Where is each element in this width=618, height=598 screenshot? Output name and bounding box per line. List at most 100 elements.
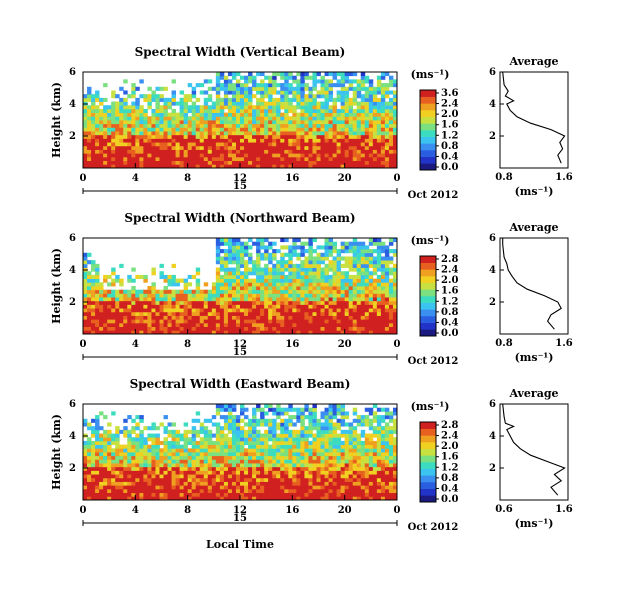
heatmap-cell	[127, 279, 131, 283]
heatmap-cell	[373, 113, 377, 117]
heatmap-cell	[312, 290, 316, 294]
heatmap-cell	[184, 297, 188, 301]
heatmap-cell	[288, 157, 292, 161]
heatmap-cell	[296, 308, 300, 312]
heatmap-cell	[325, 275, 329, 279]
heatmap-cell	[159, 264, 163, 268]
heatmap-cell	[127, 150, 131, 154]
heatmap-cell	[244, 304, 248, 308]
heatmap-cell	[164, 437, 168, 441]
heatmap-cell	[216, 308, 220, 312]
heatmap-cell	[276, 312, 280, 316]
heatmap-cell	[260, 98, 264, 102]
heatmap-cell	[115, 493, 119, 497]
heatmap-cell	[208, 463, 212, 467]
heatmap-cell	[252, 146, 256, 150]
heatmap-cell	[103, 120, 107, 124]
heatmap-cell	[200, 297, 204, 301]
heatmap-cell	[284, 87, 288, 91]
heatmap-cell	[353, 87, 357, 91]
heatmap-cell	[300, 452, 304, 456]
heatmap-cell	[377, 238, 381, 242]
heatmap-cell	[321, 124, 325, 128]
heatmap-cell	[361, 87, 365, 91]
heatmap-cell	[91, 485, 95, 489]
heatmap-cell	[147, 153, 151, 157]
heatmap-cell	[284, 142, 288, 146]
colorbar-tick-label: 0.8	[441, 307, 458, 318]
heatmap-cell	[228, 268, 232, 272]
heatmap-cell	[212, 116, 216, 120]
heatmap-cell	[196, 290, 200, 294]
heatmap-cell	[280, 271, 284, 275]
heatmap-cell	[288, 408, 292, 412]
heatmap-cell	[369, 127, 373, 131]
heatmap-cell	[377, 327, 381, 331]
heatmap-cell	[172, 448, 176, 452]
heatmap-cell	[204, 426, 208, 430]
profile-x-tick-label: 1.6	[555, 338, 572, 349]
heatmap-cell	[292, 253, 296, 257]
heatmap-cell	[192, 135, 196, 139]
heatmap-cell	[308, 323, 312, 327]
heatmap-cell	[252, 268, 256, 272]
heatmap-cell	[155, 120, 159, 124]
heatmap-cell	[159, 327, 163, 331]
heatmap-cell	[288, 445, 292, 449]
heatmap-cell	[184, 301, 188, 305]
heatmap-cell	[244, 463, 248, 467]
heatmap-cell	[353, 102, 357, 106]
heatmap-cell	[220, 474, 224, 478]
heatmap-cell	[280, 87, 284, 91]
heatmap-cell	[91, 297, 95, 301]
heatmap-cell	[268, 245, 272, 249]
heatmap-cell	[353, 426, 357, 430]
heatmap-cell	[200, 489, 204, 493]
heatmap-cell	[123, 452, 127, 456]
heatmap-cell	[119, 113, 123, 117]
heatmap-cell	[308, 260, 312, 264]
heatmap-cell	[373, 493, 377, 497]
heatmap-cell	[103, 161, 107, 165]
heatmap-cell	[95, 482, 99, 486]
heatmap-cell	[321, 426, 325, 430]
heatmap-cell	[95, 131, 99, 135]
heatmap-cell	[151, 109, 155, 113]
heatmap-cell	[204, 161, 208, 165]
heatmap-cell	[208, 127, 212, 131]
heatmap-cell	[139, 478, 143, 482]
heatmap-cell	[365, 260, 369, 264]
heatmap-cell	[276, 249, 280, 253]
heatmap-cell	[292, 489, 296, 493]
heatmap-cell	[244, 493, 248, 497]
heatmap-cell	[304, 308, 308, 312]
heatmap-cell	[248, 467, 252, 471]
heatmap-cell	[143, 459, 147, 463]
heatmap-cell	[135, 485, 139, 489]
heatmap-cell	[365, 245, 369, 249]
heatmap-cell	[220, 131, 224, 135]
heatmap-cell	[91, 467, 95, 471]
heatmap-cell	[216, 441, 220, 445]
heatmap-cell	[135, 113, 139, 117]
heatmap-cell	[168, 275, 172, 279]
heatmap-cell	[240, 456, 244, 460]
heatmap-cell	[353, 142, 357, 146]
heatmap-cell	[256, 312, 260, 316]
heatmap-cell	[308, 238, 312, 242]
heatmap-cell	[357, 135, 361, 139]
heatmap-cell	[224, 316, 228, 320]
heatmap-cell	[325, 271, 329, 275]
heatmap-cell	[361, 286, 365, 290]
heatmap-cell	[155, 437, 159, 441]
heatmap-cell	[111, 293, 115, 297]
heatmap-cell	[304, 102, 308, 106]
heatmap-cell	[83, 94, 87, 98]
heatmap-cell	[252, 297, 256, 301]
heatmap-cell	[95, 116, 99, 120]
heatmap-cell	[260, 408, 264, 412]
heatmap-cell	[172, 301, 176, 305]
heatmap-cell	[188, 138, 192, 142]
heatmap-cell	[244, 316, 248, 320]
heatmap-cell	[377, 275, 381, 279]
